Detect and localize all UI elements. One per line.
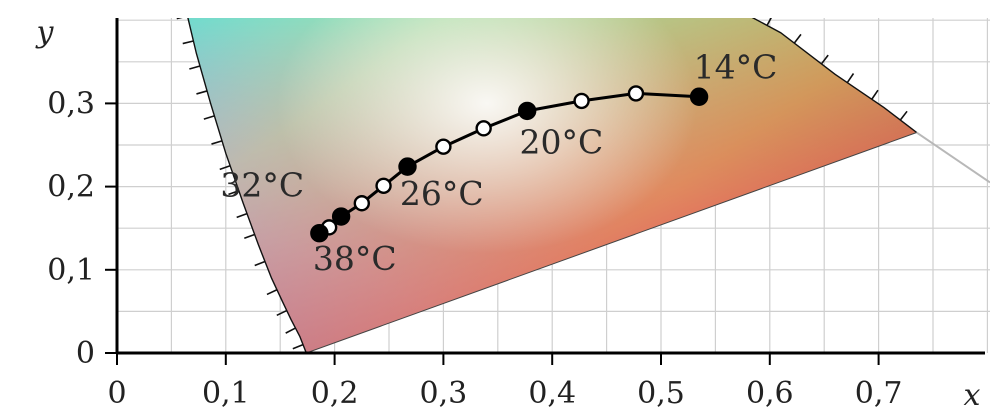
x-axis-label: x bbox=[964, 378, 981, 413]
data-point-filled bbox=[331, 207, 351, 226]
temperature-label: 26°C bbox=[400, 174, 484, 213]
locus-tick bbox=[740, 1, 745, 11]
y-tick-label: 0 bbox=[76, 336, 95, 371]
locus-tick bbox=[219, 165, 231, 171]
temperature-label: 32°C bbox=[220, 166, 304, 205]
temperature-label: 20°C bbox=[520, 122, 604, 161]
locus-tick bbox=[285, 327, 296, 334]
data-point-filled bbox=[310, 223, 329, 243]
locus-tick bbox=[189, 65, 201, 70]
x-tick-label: 0,4 bbox=[528, 376, 576, 411]
locus-tick bbox=[176, 18, 183, 20]
locus-tick bbox=[793, 33, 802, 44]
x-tick-label: 0,5 bbox=[637, 376, 685, 411]
y-axis-ticks: 0 0,1 0,2 0,3 bbox=[47, 86, 117, 371]
temperature-label: 38°C bbox=[313, 239, 397, 278]
locus-ticks bbox=[176, 1, 908, 350]
locus-tick bbox=[244, 233, 255, 239]
temperature-series bbox=[310, 85, 709, 243]
data-point-open bbox=[573, 92, 590, 110]
purple-line bbox=[306, 132, 917, 353]
x-axis-ticks: 0 0,1 0,2 0,3 0,4 0,5 0,6 0,7 bbox=[107, 353, 902, 411]
y-tick-label: 0,3 bbox=[47, 86, 95, 121]
temperature-label: 14°C bbox=[694, 47, 778, 86]
locus-tick bbox=[292, 343, 304, 350]
data-point-filled bbox=[517, 101, 537, 121]
x-tick-label: 0,1 bbox=[202, 376, 250, 411]
grey-extension-line bbox=[916, 131, 990, 184]
data-point-filled bbox=[689, 87, 709, 106]
locus-tick bbox=[236, 212, 248, 219]
axes: 0 0,1 0,2 0,3 0,4 0,5 0,6 0,7 0 0,1 0,2 0,3 x y bbox=[35, 15, 985, 413]
x-tick-label: 0,3 bbox=[420, 376, 468, 411]
locus-tick bbox=[846, 73, 855, 84]
locus-tick bbox=[820, 54, 829, 65]
locus-tick bbox=[266, 289, 278, 296]
y-tick-label: 0,1 bbox=[47, 253, 95, 288]
locus-tick bbox=[203, 115, 215, 120]
data-point-filled bbox=[398, 157, 417, 176]
x-tick-label: 0,7 bbox=[855, 376, 903, 411]
x-tick-label: 0,6 bbox=[746, 376, 794, 411]
locus-tick bbox=[211, 140, 223, 145]
x-tick-label: 0 bbox=[107, 376, 126, 411]
y-tick-label: 0,2 bbox=[47, 170, 95, 205]
locus-tick bbox=[228, 190, 240, 196]
y-axis-label: y bbox=[35, 15, 55, 50]
locus-tick bbox=[899, 110, 908, 121]
spectral-locus-outline bbox=[187, 18, 918, 353]
locus-tick bbox=[196, 90, 208, 95]
data-point-open bbox=[375, 177, 392, 194]
x-tick-label: 0,2 bbox=[311, 376, 359, 411]
data-point-open bbox=[435, 138, 452, 155]
locus-tick bbox=[276, 309, 288, 317]
data-point-open bbox=[353, 195, 370, 212]
data-point-open bbox=[475, 120, 492, 137]
data-point-open bbox=[627, 85, 645, 102]
locus-tick bbox=[766, 18, 772, 26]
locus-tick bbox=[254, 260, 266, 267]
locus-tick bbox=[871, 89, 879, 100]
locus-tick bbox=[182, 40, 194, 45]
temperature-labels: 14°C 20°C 26°C 32°C38°C bbox=[220, 47, 777, 277]
